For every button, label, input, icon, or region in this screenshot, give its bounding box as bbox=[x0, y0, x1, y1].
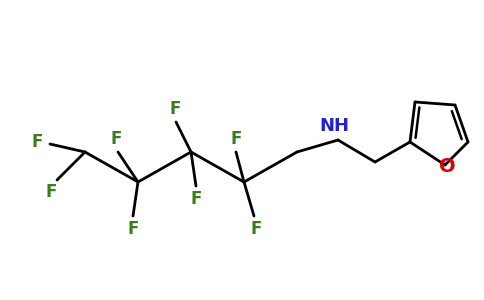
Text: F: F bbox=[127, 220, 139, 238]
Text: NH: NH bbox=[319, 117, 349, 135]
Text: F: F bbox=[45, 183, 57, 201]
Text: F: F bbox=[169, 100, 181, 118]
Text: O: O bbox=[439, 158, 455, 176]
Text: F: F bbox=[190, 190, 202, 208]
Text: F: F bbox=[230, 130, 242, 148]
Text: F: F bbox=[31, 133, 43, 151]
Text: F: F bbox=[110, 130, 121, 148]
Text: F: F bbox=[250, 220, 262, 238]
